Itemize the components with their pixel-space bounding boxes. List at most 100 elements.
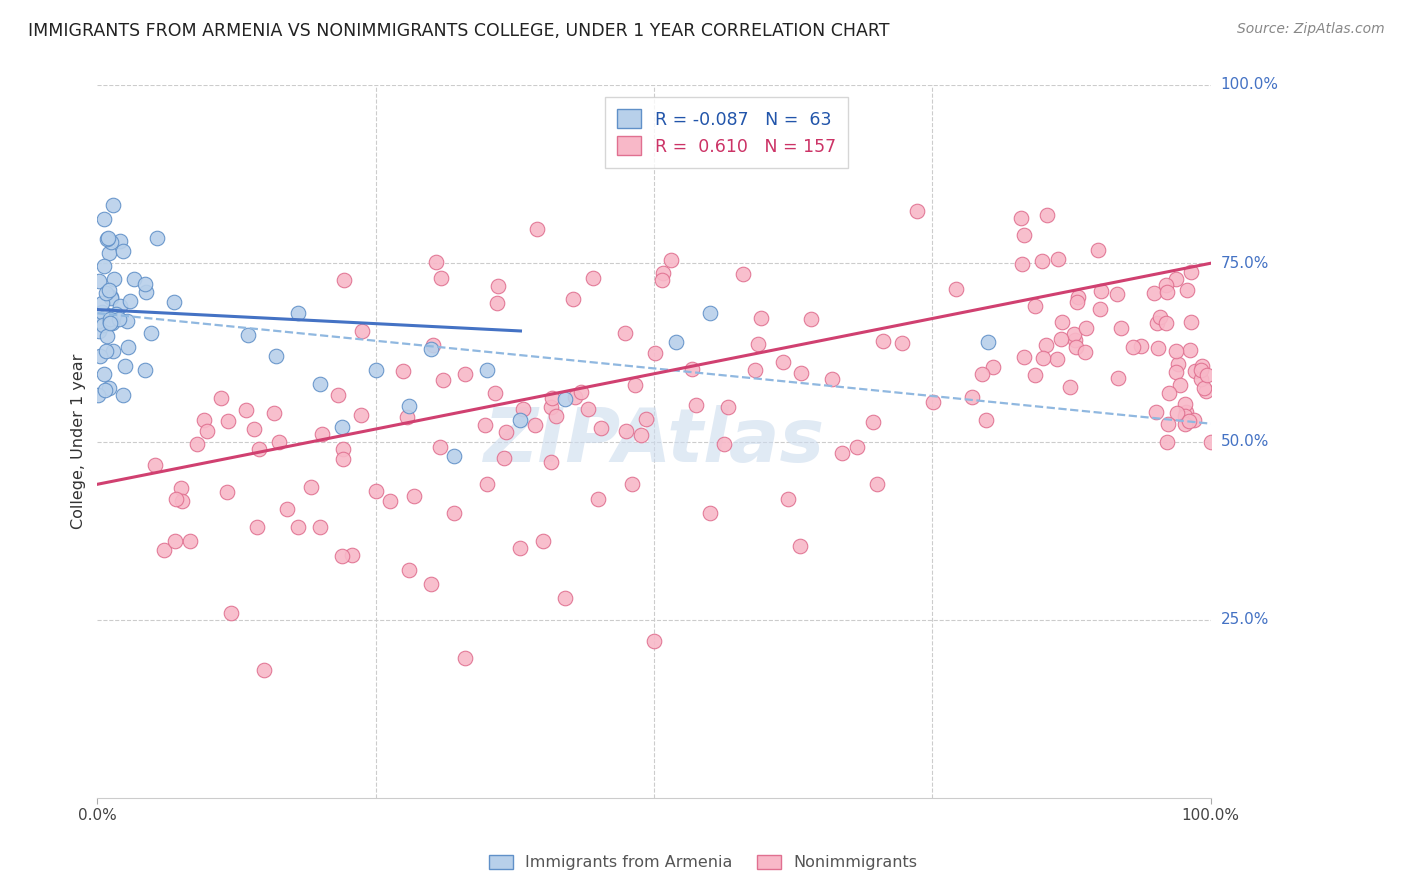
Point <box>731 267 754 281</box>
Point <box>1047 252 1070 266</box>
Point <box>717 401 740 415</box>
Point <box>1087 243 1109 257</box>
Text: 75.0%: 75.0% <box>1220 256 1268 270</box>
Point <box>87 314 110 328</box>
Point <box>330 420 353 434</box>
Point <box>114 359 136 373</box>
Point <box>1122 340 1144 354</box>
Point <box>1180 265 1202 279</box>
Point <box>486 278 509 293</box>
Text: Source: ZipAtlas.com: Source: ZipAtlas.com <box>1237 22 1385 37</box>
Point <box>1109 321 1132 335</box>
Point <box>540 391 562 405</box>
Point <box>1166 406 1188 420</box>
Point <box>983 359 1005 374</box>
Point <box>1174 417 1197 432</box>
Point <box>332 273 354 287</box>
Point <box>872 334 894 348</box>
Point <box>98 311 121 326</box>
Point <box>430 271 453 285</box>
Point <box>287 520 309 534</box>
Point <box>485 296 508 310</box>
Point <box>91 318 114 333</box>
Point <box>195 424 218 438</box>
Point <box>169 481 191 495</box>
Point <box>1076 321 1098 335</box>
Point <box>1189 362 1212 376</box>
Point <box>554 392 576 406</box>
Point <box>1195 368 1218 382</box>
Point <box>153 543 176 558</box>
Point <box>100 291 122 305</box>
Point <box>108 234 131 248</box>
Point <box>634 412 657 426</box>
Point <box>165 534 187 549</box>
Point <box>97 381 120 395</box>
Point <box>1090 284 1112 298</box>
Point <box>134 363 156 377</box>
Point <box>193 413 215 427</box>
Point <box>821 371 844 385</box>
Point <box>443 506 465 520</box>
Point <box>96 328 118 343</box>
Point <box>118 293 141 308</box>
Point <box>1199 434 1222 449</box>
Point <box>962 390 984 404</box>
Point <box>392 364 415 378</box>
Point <box>582 271 605 285</box>
Point <box>165 491 187 506</box>
Point <box>326 388 349 402</box>
Text: 100.0%: 100.0% <box>1220 78 1278 93</box>
Legend: Immigrants from Armenia, Nonimmigrants: Immigrants from Armenia, Nonimmigrants <box>482 848 924 877</box>
Point <box>396 409 419 424</box>
Point <box>236 327 259 342</box>
Point <box>420 342 443 356</box>
Point <box>474 418 496 433</box>
Point <box>509 413 531 427</box>
Point <box>299 480 322 494</box>
Point <box>112 387 135 401</box>
Point <box>350 324 373 338</box>
Point <box>699 506 721 520</box>
Point <box>246 519 269 533</box>
Point <box>831 445 853 459</box>
Point <box>1167 357 1189 371</box>
Point <box>364 484 387 499</box>
Point <box>484 386 506 401</box>
Point <box>921 395 943 409</box>
Point <box>98 315 121 329</box>
Point <box>749 311 772 326</box>
Point <box>1174 405 1197 419</box>
Point <box>945 283 967 297</box>
Point <box>134 285 156 299</box>
Point <box>1066 294 1088 309</box>
Point <box>1174 397 1197 411</box>
Point <box>614 326 637 340</box>
Point <box>1046 352 1069 367</box>
Point <box>1031 254 1053 268</box>
Point <box>111 244 134 258</box>
Point <box>1156 278 1178 293</box>
Point <box>443 449 465 463</box>
Point <box>1036 208 1059 222</box>
Point <box>790 366 813 380</box>
Point <box>800 312 823 326</box>
Point <box>1063 327 1085 342</box>
Point <box>332 442 354 456</box>
Point <box>103 272 125 286</box>
Point <box>614 424 637 438</box>
Point <box>591 421 613 435</box>
Point <box>509 541 531 556</box>
Point <box>454 651 477 665</box>
Point <box>685 398 707 412</box>
Point <box>98 316 121 330</box>
Point <box>87 388 110 402</box>
Point <box>267 435 290 450</box>
Point <box>1195 384 1218 398</box>
Point <box>562 292 585 306</box>
Point <box>1191 359 1213 374</box>
Point <box>475 363 498 377</box>
Point <box>98 246 121 260</box>
Point <box>1156 434 1178 449</box>
Point <box>96 285 118 300</box>
